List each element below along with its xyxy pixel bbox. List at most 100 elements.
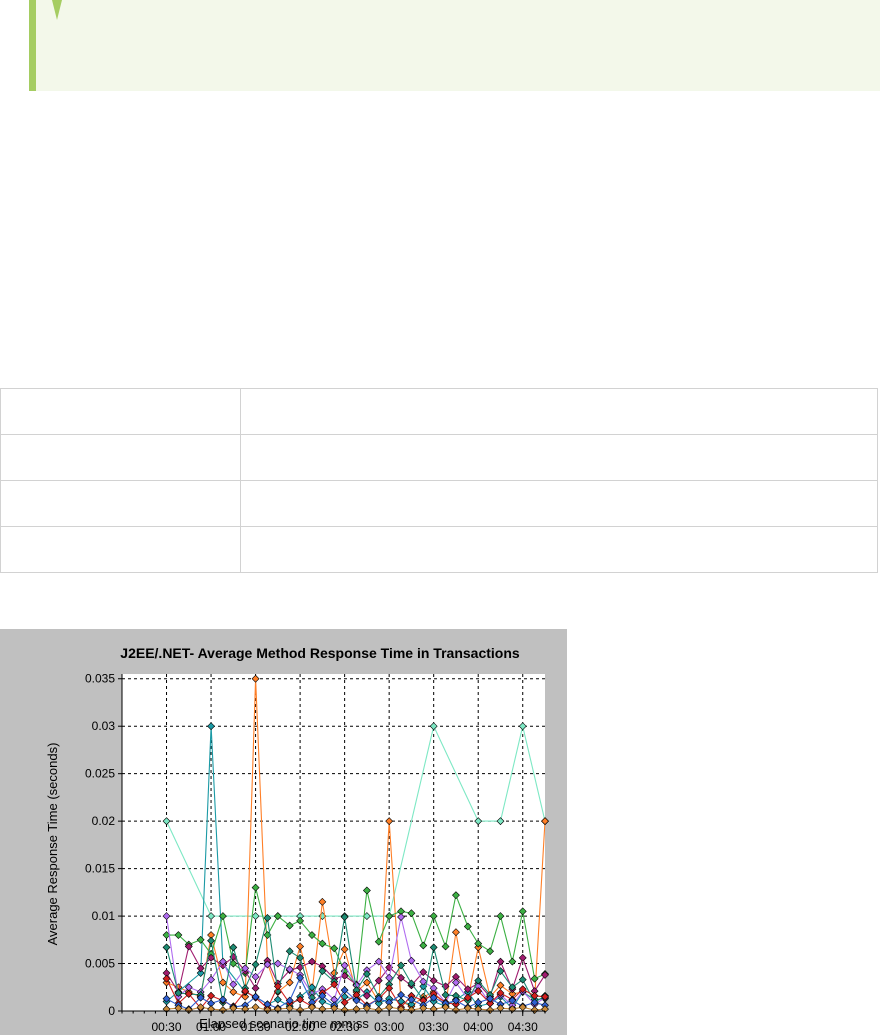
data-point <box>496 989 505 997</box>
y-tick-label: 0.005 <box>85 957 115 971</box>
data-point <box>251 912 260 920</box>
table-cell <box>240 434 878 481</box>
table-cell <box>0 480 241 527</box>
data-point <box>318 967 327 976</box>
data-point <box>273 982 282 991</box>
data-point <box>330 980 339 989</box>
data-point <box>263 914 272 922</box>
data-point <box>251 992 260 1001</box>
data-point <box>496 817 505 826</box>
data-point <box>219 957 227 966</box>
table-row <box>0 388 878 435</box>
data-point <box>296 995 305 1004</box>
data-point <box>273 995 282 1004</box>
data-point <box>385 912 394 920</box>
data-point <box>496 967 505 976</box>
table-cell <box>240 480 878 527</box>
data-point <box>318 991 327 1000</box>
data-point <box>397 961 405 970</box>
data-point <box>530 974 539 983</box>
data-point <box>429 912 438 920</box>
data-point <box>184 989 193 998</box>
data-point <box>496 912 505 920</box>
data-point <box>486 994 495 1003</box>
data-point <box>374 937 383 946</box>
data-point <box>184 942 193 951</box>
data-point <box>184 1006 193 1014</box>
data-point <box>219 912 227 920</box>
data-point <box>330 944 339 953</box>
data-point <box>162 994 171 1003</box>
data-point <box>340 986 349 995</box>
data-point <box>463 1004 472 1013</box>
tick-layer: 0 0.005 0.01 0.015 0.02 0.025 0.03 0.035 00:30 01… <box>85 672 546 1034</box>
data-point <box>296 973 305 982</box>
data-point <box>251 984 260 993</box>
data-point <box>263 1006 272 1014</box>
data-point <box>229 980 238 989</box>
data-point <box>207 953 215 962</box>
data-point <box>407 909 416 918</box>
note-marker-icon <box>52 0 62 20</box>
data-point <box>518 985 527 994</box>
data-point <box>285 965 294 974</box>
data-point <box>241 964 250 973</box>
table-row <box>0 526 878 573</box>
data-point <box>530 1006 539 1014</box>
data-point <box>452 928 460 937</box>
data-point <box>285 947 294 956</box>
y-tick-label: 0.03 <box>92 719 116 733</box>
x-tick-label: 04:30 <box>508 1020 538 1034</box>
data-point <box>285 921 294 930</box>
data-point <box>486 1006 495 1014</box>
x-tick-label: 03:00 <box>374 1020 404 1034</box>
data-point <box>196 993 205 1002</box>
data-point <box>174 1004 183 1013</box>
data-point <box>251 883 260 892</box>
data-point <box>318 897 327 906</box>
y-tick-label: 0.025 <box>85 767 115 781</box>
data-point <box>530 998 539 1007</box>
data-point <box>374 1006 383 1014</box>
data-point <box>419 968 428 977</box>
data-point <box>251 674 260 683</box>
data-point <box>362 970 371 978</box>
data-point <box>308 957 316 966</box>
data-point <box>452 1006 460 1014</box>
data-point <box>541 817 549 826</box>
data-point <box>263 960 272 969</box>
data-point <box>508 983 517 992</box>
data-point <box>285 996 294 1005</box>
data-point <box>330 1004 339 1013</box>
data-point <box>518 975 527 984</box>
data-point <box>285 978 294 987</box>
data-point <box>486 947 495 956</box>
data-point <box>429 943 438 952</box>
data-point <box>174 931 183 939</box>
x-tick-label: 03:30 <box>419 1020 449 1034</box>
x-tick-label: 01:30 <box>241 1020 271 1034</box>
data-point <box>496 981 505 990</box>
data-point <box>219 1006 227 1014</box>
data-point <box>196 935 205 944</box>
data-point <box>452 996 460 1005</box>
table-cell <box>0 388 241 435</box>
chart-title: J2EE/.NET- Average Method Response Time … <box>120 645 520 661</box>
data-point <box>207 991 215 1000</box>
y-tick-label: 0 <box>108 1004 115 1018</box>
x-tick-label: 01:00 <box>196 1020 226 1034</box>
data-point <box>318 997 327 1006</box>
data-point <box>251 960 260 969</box>
data-point <box>273 912 282 920</box>
data-point <box>229 943 238 952</box>
plot-area <box>122 674 545 1011</box>
table-row <box>0 480 878 527</box>
table-cell <box>240 526 878 573</box>
data-point <box>452 891 460 900</box>
y-axis-label: Average Response Time (seconds) <box>45 743 60 946</box>
data-point <box>296 953 305 962</box>
data-point <box>241 992 250 1001</box>
data-point <box>441 942 450 951</box>
data-point <box>496 957 505 966</box>
data-point <box>474 987 483 995</box>
